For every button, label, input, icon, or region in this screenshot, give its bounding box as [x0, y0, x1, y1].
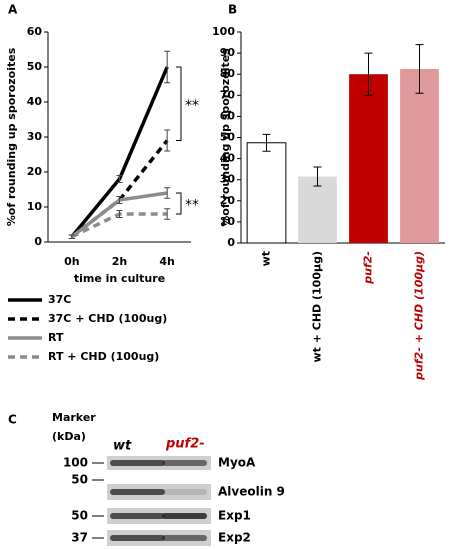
x-axis-title: time in culture — [74, 272, 165, 285]
panel-label: C — [8, 413, 17, 427]
bar — [400, 68, 439, 243]
marker-label: 100 — [63, 456, 88, 470]
x-tick-label: wt + CHD (100µg) — [311, 251, 324, 363]
y-axis-title: %of rounding up sporozoites — [5, 47, 18, 226]
y-tick-label: 90 — [220, 46, 236, 59]
annotation: ** — [185, 98, 199, 114]
y-tick-label: 30 — [220, 173, 236, 186]
y-tick-label: 10 — [27, 200, 43, 213]
blot-band — [110, 513, 165, 519]
marker-label: 50 — [71, 509, 88, 523]
y-tick-label: 40 — [220, 152, 236, 165]
blot-band — [162, 513, 207, 519]
error-bar — [164, 50, 171, 84]
error-bar — [116, 175, 123, 183]
blot-band — [110, 460, 165, 466]
blot-band — [162, 460, 207, 466]
y-tick-label: 0 — [227, 236, 235, 249]
y-axis-title: %of rounding up sporozoites — [219, 48, 232, 227]
legend-label: 37C — [48, 293, 71, 306]
blot-band — [110, 535, 165, 541]
y-tick-label: 20 — [220, 194, 236, 207]
x-tick-label: puf2- — [362, 251, 375, 285]
blot-band — [162, 535, 207, 541]
legend-label: 37C + CHD (100ug) — [48, 312, 167, 325]
y-tick-label: 80 — [220, 67, 236, 80]
bracket — [176, 192, 182, 215]
bar — [298, 176, 337, 243]
marker-label: 37 — [71, 531, 88, 545]
blot: 100 MyoA 50 Alveolin 9 50 Exp1 37 Exp2 — [63, 456, 285, 546]
y-tick-label: 0 — [34, 235, 42, 248]
protein-label: Exp1 — [218, 509, 251, 523]
blot-band — [162, 489, 207, 495]
error-bar — [262, 133, 271, 152]
protein-label: Alveolin 9 — [218, 485, 285, 499]
protein-label: MyoA — [218, 456, 256, 470]
bar — [246, 142, 287, 244]
error-bar — [164, 187, 171, 199]
y-tick-label: 50 — [220, 131, 236, 144]
y-tick-label: 10 — [220, 215, 236, 228]
x-tick-label: puf2- + CHD (100µg) — [413, 251, 426, 381]
y-tick-label: 50 — [27, 60, 43, 73]
y-tick-label: 60 — [220, 109, 236, 122]
legend-label: RT — [48, 331, 64, 344]
marker-label: 50 — [71, 473, 88, 487]
bar — [349, 74, 388, 243]
y-tick-label: 100 — [212, 25, 235, 38]
error-bar — [364, 52, 373, 96]
error-bar — [68, 234, 75, 239]
marker-title: Marker — [52, 411, 96, 424]
lane-label: wt — [113, 439, 132, 454]
y-tick-label: 30 — [27, 130, 43, 143]
x-tick-label: wt — [260, 251, 273, 266]
bracket — [176, 66, 182, 141]
x-tick-label: 0h — [64, 255, 80, 268]
legend-label: RT + CHD (100ug) — [48, 350, 159, 363]
error-bar — [313, 166, 322, 187]
series-line — [70, 139, 169, 239]
y-tick-label: 60 — [27, 25, 43, 38]
marker-unit: (kDa) — [52, 430, 86, 443]
y-tick-label: 40 — [27, 95, 43, 108]
error-bar — [116, 210, 123, 218]
blot-band — [110, 489, 165, 495]
x-tick-label: 4h — [159, 255, 175, 268]
panel-label: A — [8, 3, 18, 17]
y-tick-label: 20 — [27, 165, 43, 178]
error-bar — [164, 208, 171, 220]
x-tick-label: 2h — [112, 255, 128, 268]
panel-label: B — [228, 3, 237, 17]
lane-label: puf2- — [165, 437, 205, 452]
error-bar — [415, 44, 424, 94]
error-bar — [116, 196, 123, 204]
protein-label: Exp2 — [218, 531, 251, 545]
y-tick-label: 70 — [220, 88, 236, 101]
annotation: ** — [185, 198, 199, 214]
error-bar — [164, 129, 171, 152]
